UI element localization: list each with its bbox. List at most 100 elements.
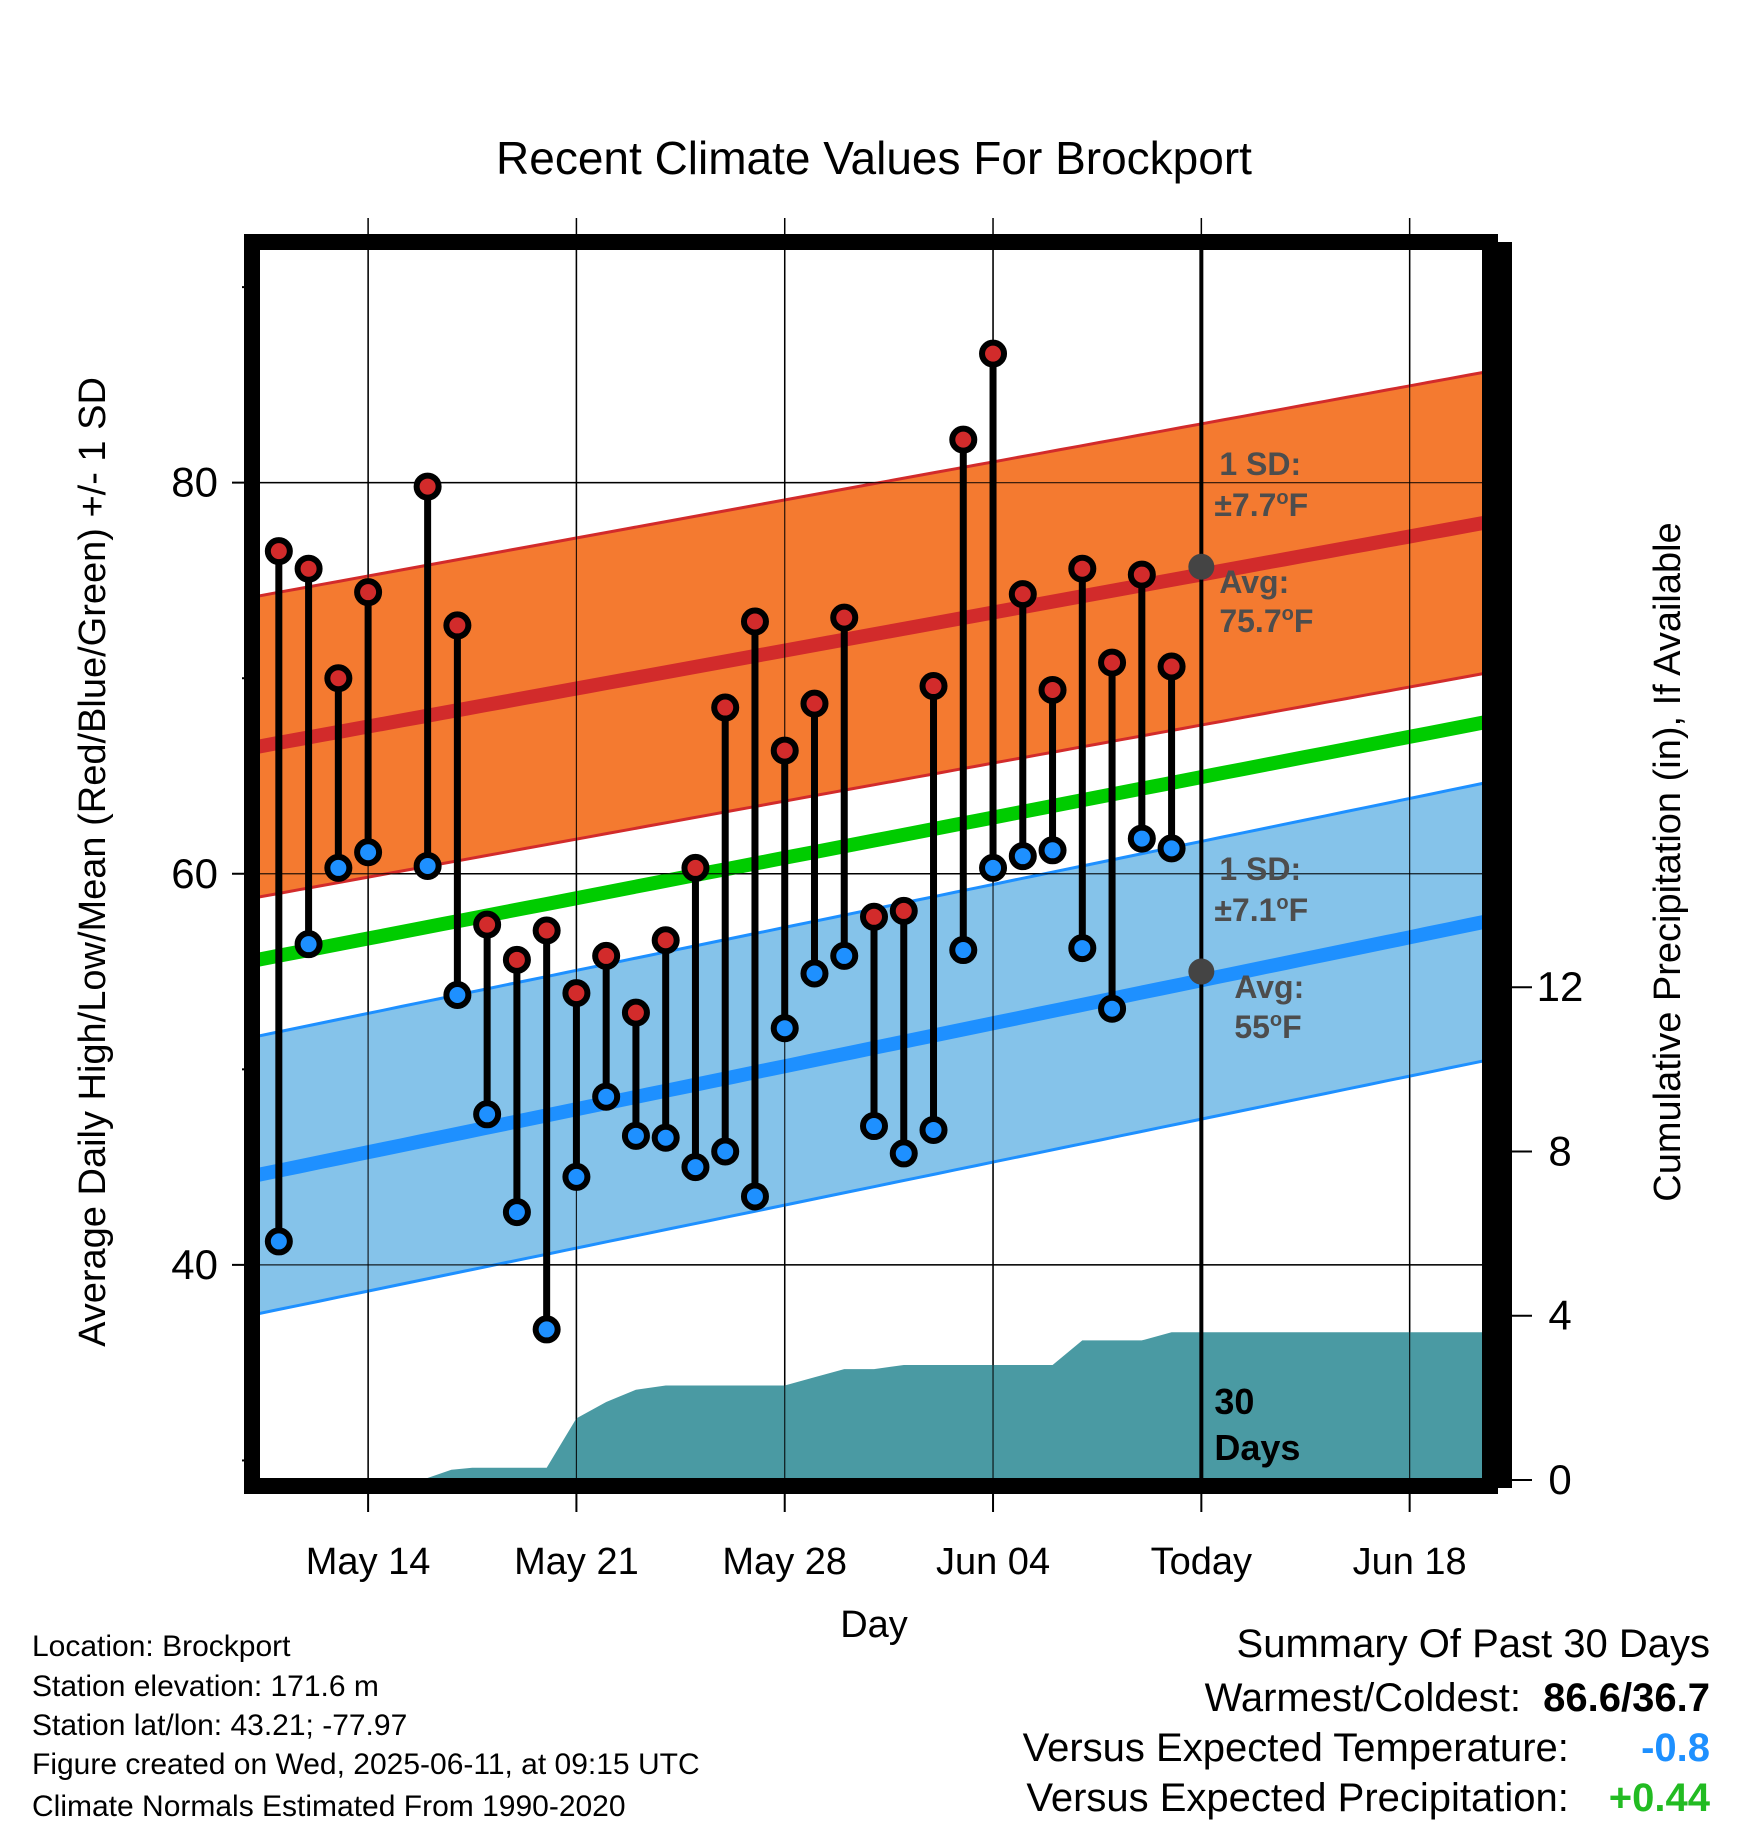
high-sd-label: 1 SD: [1219, 446, 1301, 482]
daily-high-point [681, 853, 710, 882]
daily-low-point [800, 959, 829, 988]
daily-high-point [860, 902, 888, 931]
daily-low-point [949, 936, 978, 965]
high-sd-value-degree: o [1276, 487, 1288, 509]
daily-low-point [502, 1198, 531, 1227]
y-right-tick-label: 0 [1548, 1456, 1571, 1503]
low-band-lower-edge [258, 1058, 1490, 1316]
daily-high-point [1127, 560, 1156, 589]
high-avg-value-unit: F [1294, 603, 1314, 639]
y-left-tick-label: 40 [171, 1241, 218, 1288]
x-tick-label: May 14 [306, 1541, 431, 1583]
daily-low-point [1068, 934, 1097, 963]
x-axis-label: Day [840, 1604, 908, 1646]
low-avg-value-degree: o [1270, 1009, 1282, 1031]
daily-low-point [294, 930, 323, 959]
daily-high-point [1068, 554, 1097, 583]
daily-low-point [324, 853, 353, 882]
daily-high-point [740, 607, 769, 636]
daily-low-point [562, 1162, 591, 1191]
daily-high-point [443, 611, 472, 640]
x-tick-label: May 21 [514, 1541, 639, 1583]
daily-high-point [889, 896, 918, 925]
daily-low-point [532, 1315, 561, 1344]
low-avg-value: 55oF [1234, 1009, 1301, 1045]
high-sd-value-value: ±7.7 [1214, 487, 1276, 523]
daily-high-point [532, 916, 561, 945]
precip-area [258, 1332, 1490, 1480]
summary-temperature: Versus Expected Temperature: -0.8 [1023, 1726, 1710, 1770]
temp-versus-label: Versus Expected Temperature: [1022, 1726, 1569, 1770]
daily-high-point [979, 339, 1008, 368]
low-sd-value: ±7.1oF [1214, 892, 1308, 928]
mean-normal-line [258, 714, 1490, 967]
daily-high-point [1038, 675, 1067, 704]
today-low-avg-marker [1188, 958, 1215, 985]
daily-low-point [592, 1082, 621, 1111]
daily-high-point [919, 672, 948, 701]
daily-low-point [1008, 842, 1037, 871]
daily-low-point [681, 1153, 710, 1182]
daily-low-point [413, 851, 442, 880]
y-axis-label-right: Cumulative Precipitation (in), If Availa… [1647, 522, 1689, 1201]
daily-low-point [1098, 994, 1127, 1023]
temp-versus-value: -0.8 [1641, 1726, 1710, 1770]
high-avg-label: Avg: [1219, 564, 1289, 600]
daily-high-point [264, 537, 293, 566]
daily-high-point [651, 926, 680, 955]
low-avg-value-unit: F [1282, 1009, 1302, 1045]
y-right-tick-label: 12 [1537, 963, 1584, 1010]
daily-high-point [621, 998, 650, 1027]
daily-low-point [1127, 824, 1156, 853]
low-sd-label: 1 SD: [1219, 851, 1301, 887]
daily-high-point [502, 945, 531, 974]
low-sd-value-degree: o [1276, 892, 1288, 914]
meta-elevation: Station elevation: 171.6 m [32, 1670, 379, 1703]
daily-high-point [294, 554, 323, 583]
today-window-label-line2: Days [1214, 1427, 1300, 1468]
daily-low-point [264, 1227, 293, 1256]
daily-high-point [830, 603, 859, 632]
meta-normals: Climate Normals Estimated From 1990-2020 [32, 1790, 626, 1823]
warmest-coldest-label: Warmest/Coldest: [1204, 1676, 1521, 1720]
summary-precipitation: Versus Expected Precipitation: +0.44 [1026, 1776, 1710, 1820]
high-avg-value: 75.7oF [1219, 603, 1313, 639]
daily-low-point [711, 1137, 740, 1166]
summary-title: Summary Of Past 30 Days [1237, 1622, 1710, 1666]
daily-high-point [473, 910, 502, 939]
daily-high-point [1098, 648, 1127, 677]
high-avg-value-degree: o [1282, 603, 1294, 625]
daily-high-point [949, 425, 978, 454]
daily-high-point [770, 736, 799, 765]
daily-high-point [413, 472, 442, 501]
y-axis-label-left: Average Daily High/Low/Mean (Red/Blue/Gr… [72, 377, 114, 1347]
chart-title: Recent Climate Values For Brockport [496, 132, 1252, 184]
daily-high-point [800, 689, 829, 718]
summary-title-text: Summary Of Past 30 Days [1236, 1622, 1710, 1666]
x-tick-label: Jun 18 [1353, 1541, 1467, 1583]
meta-latlon: Station lat/lon: 43.21; -77.97 [32, 1709, 408, 1742]
daily-low-point [443, 981, 472, 1010]
x-tick-label: May 28 [722, 1541, 847, 1583]
meta-created: Figure created on Wed, 2025-06-11, at 09… [32, 1748, 700, 1781]
high-band-lower-edge [258, 670, 1490, 899]
low-avg-label: Avg: [1234, 969, 1304, 1005]
high-band-upper-edge [258, 369, 1490, 598]
daily-low-point [740, 1182, 769, 1211]
precip-versus-value: +0.44 [1608, 1776, 1710, 1820]
daily-high-point [562, 979, 591, 1008]
daily-low-point [651, 1123, 680, 1152]
daily-high-point [1157, 652, 1186, 681]
daily-high-point [324, 664, 353, 693]
low-avg-value-value: 55 [1234, 1009, 1270, 1045]
summary-warmest-coldest: Warmest/Coldest: 86.6/36.7 [1205, 1676, 1710, 1720]
high-sd-value-unit: F [1289, 487, 1309, 523]
high-normal-line [258, 514, 1490, 754]
y-right-tick-label: 8 [1548, 1127, 1571, 1174]
daily-low-point [621, 1121, 650, 1150]
daily-low-point [1157, 834, 1186, 863]
high-sd-value: ±7.7oF [1214, 487, 1308, 523]
daily-low-point [1038, 836, 1067, 865]
